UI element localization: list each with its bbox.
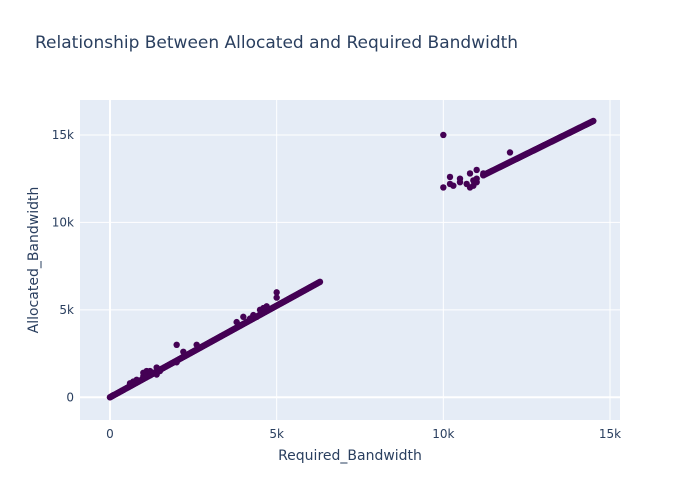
data-point (273, 289, 280, 296)
data-point (173, 341, 180, 349)
y-tick-label: 10k (52, 215, 74, 229)
grid-lines (80, 100, 620, 420)
x-axis-label: Required_Bandwidth (278, 448, 422, 464)
data-point (263, 303, 270, 310)
data-point (193, 341, 200, 349)
data-point (173, 359, 180, 366)
tick-labels: 0 5k 10k 15k 0 5k 10k 15k (52, 128, 621, 441)
x-tick-label: 10k (432, 427, 454, 441)
y-tick-label: 15k (52, 128, 74, 142)
data-point (480, 170, 487, 177)
data-point (456, 175, 464, 182)
x-tick-label: 15k (599, 427, 621, 441)
data-point (253, 313, 260, 321)
data-point (440, 184, 447, 191)
data-point (156, 367, 164, 375)
data-point (466, 170, 474, 177)
data-point (133, 376, 140, 383)
data-points (106, 117, 597, 401)
data-point (473, 175, 480, 182)
y-axis-label: Allocated_Bandwidth (26, 187, 42, 334)
data-point (240, 313, 247, 321)
chart-title: Relationship Between Allocated and Requi… (35, 33, 519, 53)
y-tick-label: 0 (66, 390, 74, 404)
data-point (236, 322, 244, 329)
data-point (506, 149, 514, 156)
data-point (440, 131, 447, 139)
data-point (110, 391, 117, 399)
x-tick-label: 0 (106, 427, 114, 441)
data-point (180, 348, 187, 356)
data-point (590, 117, 597, 125)
y-tick-label: 5k (59, 303, 74, 317)
data-point (273, 294, 280, 301)
data-point (316, 278, 324, 286)
x-tick-label: 5k (269, 427, 284, 441)
data-point (450, 182, 457, 189)
data-point (473, 166, 480, 174)
data-point (446, 173, 454, 181)
